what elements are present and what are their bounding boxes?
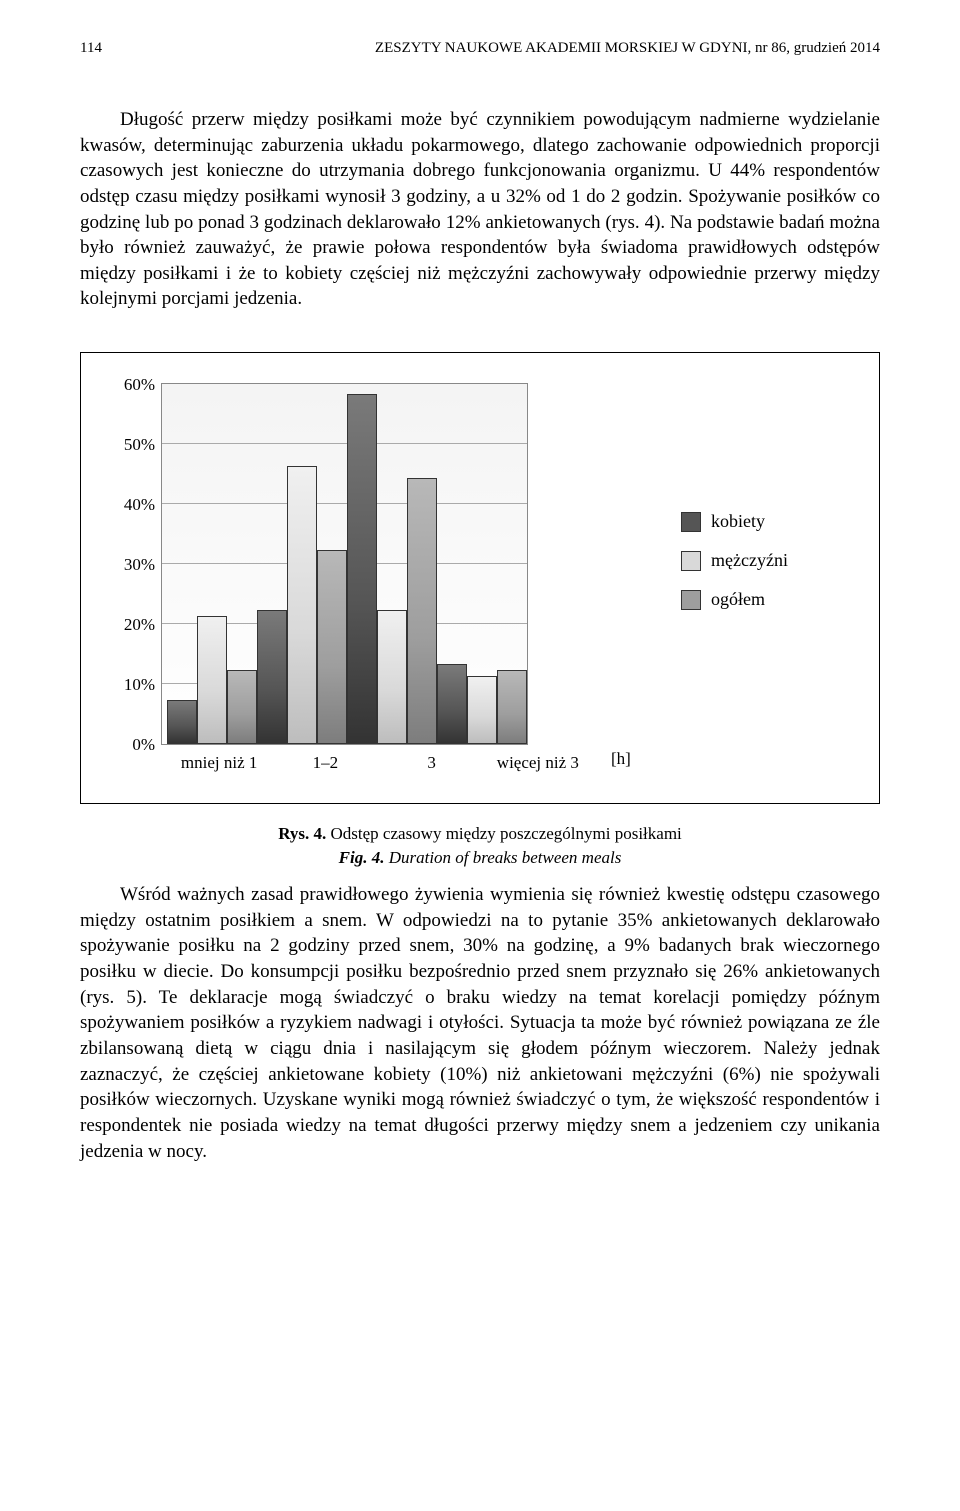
chart-bar-group — [167, 616, 257, 744]
figure-caption-pl-text: Odstęp czasowy między poszczególnymi pos… — [326, 824, 682, 843]
chart-bar — [407, 478, 437, 744]
chart-legend: kobiety mężczyźni ogółem — [681, 493, 788, 628]
chart-bar — [197, 616, 227, 744]
figure-caption-pl-label: Rys. 4. — [278, 824, 326, 843]
paragraph-1: Długość przerw między posiłkami może być… — [80, 107, 880, 312]
running-header: 114 ZESZYTY NAUKOWE AKADEMII MORSKIEJ W … — [80, 40, 880, 57]
chart-gridline — [162, 383, 527, 384]
chart-y-tick: 60% — [124, 375, 155, 395]
chart-bar — [347, 394, 377, 744]
chart-y-tick: 50% — [124, 435, 155, 455]
chart-x-axis: mniej niż 1 1–2 3 więcej niż 3 — [161, 753, 591, 773]
chart-x-tick: 1–2 — [275, 753, 375, 773]
chart-y-tick: 40% — [124, 495, 155, 515]
chart-x-unit: [h] — [611, 749, 641, 769]
paragraph-2: Wśród ważnych zasad prawidłowego żywieni… — [80, 882, 880, 1164]
chart-gridline — [162, 443, 527, 444]
chart-bar — [437, 664, 467, 744]
chart-y-axis: 0%10%20%30%40%50%60% — [101, 383, 161, 745]
chart-legend-item: ogółem — [681, 589, 788, 610]
chart-legend-swatch — [681, 551, 701, 571]
page-number: 114 — [80, 40, 102, 57]
figure-caption-en: Fig. 4. Duration of breaks between meals — [80, 848, 880, 868]
figure-caption-en-label: Fig. 4. — [339, 848, 385, 867]
chart-bar — [497, 670, 527, 744]
chart-bar — [377, 610, 407, 744]
chart-bar — [167, 700, 197, 744]
chart-x-tick: mniej niż 1 — [169, 753, 269, 773]
chart-x-tick: 3 — [382, 753, 482, 773]
chart-bar-group — [257, 466, 347, 744]
chart-bar — [287, 466, 317, 744]
chart-x-tick: więcej niż 3 — [488, 753, 588, 773]
figure-4-chart: 0% 10% 20% 30% 40% 50% 60% mniej niż 1 1–2 3 więc… — [80, 352, 880, 804]
chart-legend-item: kobiety — [681, 511, 788, 532]
chart-legend-label: ogółem — [711, 589, 765, 610]
chart-bar — [317, 550, 347, 744]
chart-y-tick: 20% — [124, 615, 155, 635]
chart-legend-item: mężczyźni — [681, 550, 788, 571]
chart-bar — [227, 670, 257, 744]
chart-bar-group — [347, 394, 437, 744]
chart-y-tick: 0% — [132, 735, 155, 755]
chart-bar — [257, 610, 287, 744]
chart-bar-group — [437, 664, 527, 744]
chart-legend-label: kobiety — [711, 511, 765, 532]
journal-name: ZESZYTY NAUKOWE AKADEMII MORSKIEJ W GDYN… — [375, 40, 880, 57]
chart-legend-swatch — [681, 590, 701, 610]
chart-bar — [467, 676, 497, 744]
chart-y-tick: 10% — [124, 675, 155, 695]
chart-legend-swatch — [681, 512, 701, 532]
chart-legend-label: mężczyźni — [711, 550, 788, 571]
chart-y-tick: 30% — [124, 555, 155, 575]
figure-caption-pl: Rys. 4. Odstęp czasowy między poszczegól… — [80, 824, 880, 844]
figure-caption-en-text: Duration of breaks between meals — [384, 848, 621, 867]
chart-plot-area — [161, 383, 528, 745]
